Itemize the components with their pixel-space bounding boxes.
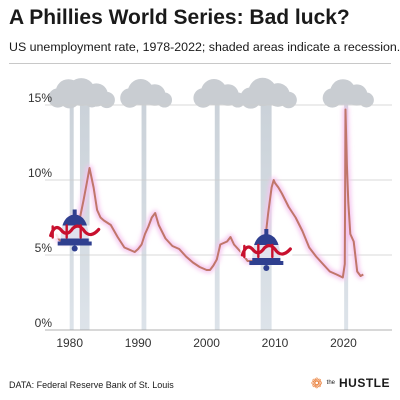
recession-band xyxy=(79,96,90,330)
recession-bands xyxy=(69,96,349,330)
hubspot-sprocket-icon: ❁ xyxy=(310,375,323,391)
script-lettering-icon xyxy=(240,244,292,257)
cloud-base xyxy=(242,96,296,106)
bell-lip xyxy=(57,241,92,246)
y-tick-label: 10% xyxy=(28,166,52,180)
x-tick-label: 2020 xyxy=(330,336,357,350)
script-lettering-icon xyxy=(49,224,101,238)
cloud-icon xyxy=(240,77,297,109)
recession-band xyxy=(141,96,147,330)
bell-clapper xyxy=(263,265,270,271)
brand-name: HUSTLE xyxy=(339,376,390,390)
cloud-base xyxy=(195,96,245,105)
cloud-base xyxy=(122,96,171,105)
chart-title: A Phillies World Series: Bad luck? xyxy=(9,6,350,29)
x-tick-label: 1990 xyxy=(125,336,152,350)
brand-logo: ❁ the HUSTLE xyxy=(311,376,390,390)
data-source: DATA: Federal Reserve Bank of St. Louis xyxy=(9,380,174,390)
header-divider xyxy=(9,63,391,64)
series-line-glow xyxy=(53,106,365,281)
script-strokes xyxy=(243,243,274,259)
y-axis-ticks: 0% 5% 10% 15% xyxy=(28,91,52,330)
cloud-base xyxy=(61,96,114,106)
chart-subtitle: US unemployment rate, 1978-2022; shaded … xyxy=(9,40,400,54)
brand-the: the xyxy=(326,380,335,386)
cloud-base xyxy=(324,96,373,105)
bell-lip xyxy=(249,261,284,265)
script-strokes xyxy=(51,224,82,239)
bell-yoke xyxy=(264,229,269,235)
x-tick-label: 2000 xyxy=(193,336,220,350)
recession-band xyxy=(69,96,74,330)
series-line xyxy=(55,108,364,279)
recession-clouds xyxy=(48,77,374,109)
y-tick-label: 15% xyxy=(28,91,52,105)
phillies-logos xyxy=(48,209,293,271)
x-axis-ticks: 1980 1990 2000 2010 2020 xyxy=(56,336,357,350)
cloud-icon xyxy=(59,78,115,109)
bell-clapper xyxy=(71,245,78,252)
recession-band xyxy=(214,96,220,330)
phillies-logo-icon xyxy=(48,209,101,252)
x-tick-label: 2010 xyxy=(262,336,289,350)
phillies-logo-icon xyxy=(240,229,293,271)
y-tick-label: 5% xyxy=(35,241,53,255)
cloud-icon xyxy=(322,79,374,108)
cloud-icon xyxy=(120,79,173,108)
y-tick-label: 0% xyxy=(35,316,53,330)
unemployment-series xyxy=(53,106,365,281)
gridlines xyxy=(45,104,392,331)
bell-yoke xyxy=(72,209,77,216)
cloud-icon xyxy=(193,79,246,108)
x-tick-label: 1980 xyxy=(56,336,83,350)
